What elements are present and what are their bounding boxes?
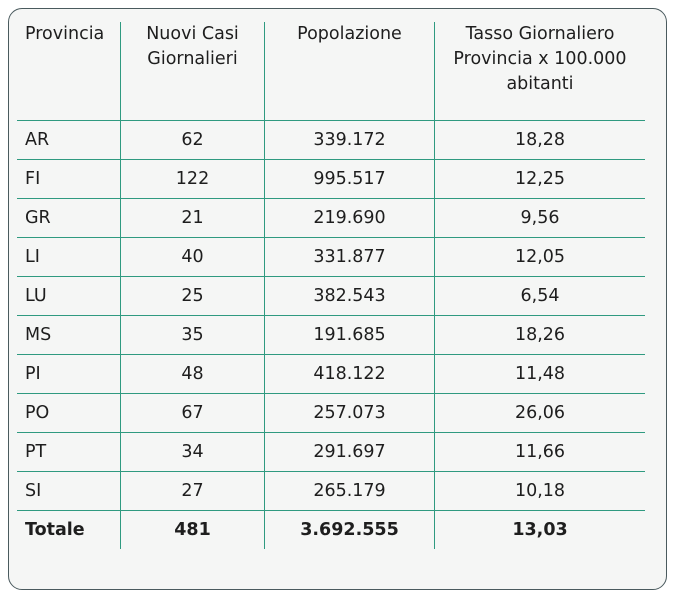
table-cell: 40 (120, 237, 265, 277)
table-cell: 13,03 (434, 510, 645, 549)
table-cell: 67 (120, 393, 265, 433)
table-row: SI 27 265.179 10,18 (17, 471, 645, 511)
table-row: AR 62 339.172 18,28 (17, 120, 645, 160)
table-row: LU 25 382.543 6,54 (17, 276, 645, 316)
header-cell: Tasso Giornaliero Provincia x 100.000 ab… (434, 22, 645, 121)
table-row: PT 34 291.697 11,66 (17, 432, 645, 472)
header-cell: Popolazione (264, 22, 435, 121)
table-cell: 10,18 (434, 471, 645, 511)
table-cell: LI (17, 237, 121, 277)
table-cell: 995.517 (264, 159, 435, 199)
table-cell: 18,28 (434, 120, 645, 160)
table-row: PI 48 418.122 11,48 (17, 354, 645, 394)
table-cell: FI (17, 159, 121, 199)
table-cell: 12,25 (434, 159, 645, 199)
table-cell: PI (17, 354, 121, 394)
total-row: Totale 481 3.692.555 13,03 (17, 510, 645, 549)
table-cell: 191.685 (264, 315, 435, 355)
table-cell: 9,56 (434, 198, 645, 238)
table-cell: 265.179 (264, 471, 435, 511)
header-row: Provincia Nuovi Casi Giornalieri Popolaz… (17, 22, 645, 121)
table-cell: Totale (17, 510, 121, 549)
table-cell: 11,48 (434, 354, 645, 394)
table-cell: MS (17, 315, 121, 355)
table-cell: 34 (120, 432, 265, 472)
table-body: AR 62 339.172 18,28 FI 122 995.517 12,25 GR 21 219… (17, 120, 645, 549)
table-cell: 122 (120, 159, 265, 199)
table-cell: 339.172 (264, 120, 435, 160)
table-cell: 18,26 (434, 315, 645, 355)
table-cell: 11,66 (434, 432, 645, 472)
header-cell: Nuovi Casi Giornalieri (120, 22, 265, 121)
table-cell: 27 (120, 471, 265, 511)
table-cell: LU (17, 276, 121, 316)
header-text: Tasso Giornaliero Provincia x 100.000 ab… (453, 24, 627, 94)
table-cell: 481 (120, 510, 265, 549)
table-cell: 21 (120, 198, 265, 238)
header-cell: Provincia (25, 24, 105, 44)
table-cell: 62 (120, 120, 265, 160)
header-text: Nuovi Casi Giornalieri (146, 24, 239, 69)
table-header: Provincia Nuovi Casi Giornalieri Popolaz… (17, 22, 645, 121)
table-cell: GR (17, 198, 121, 238)
table-cell: 257.073 (264, 393, 435, 433)
table-cell: 418.122 (264, 354, 435, 394)
table-cell: 25 (120, 276, 265, 316)
table-row: GR 21 219.690 9,56 (17, 198, 645, 238)
table-row: FI 122 995.517 12,25 (17, 159, 645, 199)
table-cell: SI (17, 471, 121, 511)
table-cell: 291.697 (264, 432, 435, 472)
table-row: MS 35 191.685 18,26 (17, 315, 645, 355)
table-row: LI 40 331.877 12,05 (17, 237, 645, 277)
table-cell: AR (17, 120, 121, 160)
table-cell: PT (17, 432, 121, 472)
table-cell: 219.690 (264, 198, 435, 238)
table-cell: 35 (120, 315, 265, 355)
table-cell: 331.877 (264, 237, 435, 277)
table-cell: PO (17, 393, 121, 433)
table-cell: 26,06 (434, 393, 645, 433)
table-cell: 12,05 (434, 237, 645, 277)
table-cell: 382.543 (264, 276, 435, 316)
table-cell: 3.692.555 (264, 510, 435, 549)
data-table: Provincia Nuovi Casi Giornalieri Popolaz… (17, 22, 645, 549)
table-row: PO 67 257.073 26,06 (17, 393, 645, 433)
table-cell: 48 (120, 354, 265, 394)
table-cell: 6,54 (434, 276, 645, 316)
